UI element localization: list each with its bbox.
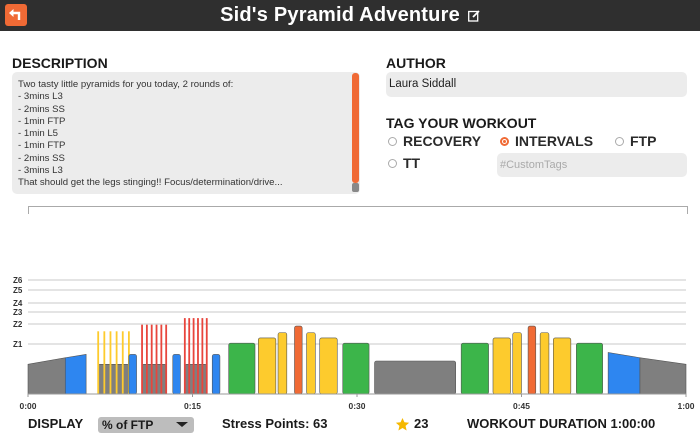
zone-label-z1: Z1 <box>13 340 23 349</box>
ramp-segment[interactable] <box>27 357 66 395</box>
zone-label-z4: Z4 <box>13 299 23 308</box>
display-dropdown[interactable]: % of FTP <box>98 417 194 433</box>
zone-label-z3: Z3 <box>13 308 23 317</box>
description-scrollbar-track[interactable] <box>352 183 359 192</box>
interval-bar[interactable] <box>460 342 489 395</box>
sprint-pulse <box>145 324 148 394</box>
ramp-segment[interactable] <box>639 357 687 395</box>
tag-label-recovery: RECOVERY <box>403 133 482 149</box>
sprint-pulse <box>183 318 186 394</box>
ramp-segment[interactable] <box>64 354 87 395</box>
sprint-pulse <box>121 331 124 394</box>
sprint-pulse <box>103 331 106 394</box>
title-bar <box>0 0 700 31</box>
tag-label-intervals: INTERVALS <box>515 133 594 149</box>
display-dropdown-value: % of FTP <box>102 418 154 432</box>
zone-label-z6: Z6 <box>13 276 23 285</box>
description-scrollbar-thumb[interactable] <box>352 73 359 183</box>
rating-count: 23 <box>414 416 429 431</box>
x-tick-label: 0:00 <box>19 401 36 411</box>
sprint-pulse <box>150 324 153 394</box>
zone-label-z2: Z2 <box>13 320 23 329</box>
interval-bar[interactable] <box>128 354 137 395</box>
custom-tags-input[interactable] <box>497 153 687 177</box>
sprint-pulse <box>141 324 143 394</box>
edit-icon[interactable] <box>467 9 480 22</box>
interval-bar[interactable] <box>211 354 221 395</box>
sprint-pulse <box>97 331 100 394</box>
sprint-pulse <box>201 318 204 394</box>
interval-bar[interactable] <box>319 337 338 395</box>
interval-bar[interactable] <box>172 354 181 395</box>
sprint-pulse <box>165 324 168 394</box>
zone-label-z5: Z5 <box>13 286 23 295</box>
x-tick-label: 1:00 <box>677 401 694 411</box>
radio-icon <box>388 136 397 146</box>
star-icon[interactable] <box>395 417 410 432</box>
interval-bar[interactable] <box>512 332 522 395</box>
sprint-pulse <box>192 318 195 394</box>
author-heading: AUTHOR <box>386 55 446 71</box>
interval-bar[interactable] <box>374 360 456 395</box>
chevron-down-icon <box>176 422 188 427</box>
display-label: DISPLAY <box>28 416 84 431</box>
interval-bar[interactable] <box>527 325 537 395</box>
x-tick-label: 0:30 <box>348 401 365 411</box>
author-field[interactable]: Laura Siddall <box>386 72 687 97</box>
tag-radio-ftp[interactable]: FTP <box>615 133 656 149</box>
sprint-pulse <box>155 324 158 394</box>
stress-points: Stress Points: 63 <box>222 416 328 431</box>
description-heading: DESCRIPTION <box>12 55 108 71</box>
sprint-pulse <box>188 318 191 394</box>
back-arrow-icon <box>9 9 21 20</box>
section-divider <box>28 206 688 214</box>
interval-bar[interactable] <box>141 364 167 395</box>
interval-bar[interactable] <box>228 342 256 395</box>
interval-bar[interactable] <box>553 337 572 395</box>
interval-bar[interactable] <box>342 342 370 395</box>
tag-radio-intervals[interactable]: INTERVALS <box>500 133 593 149</box>
x-tick-label: 0:15 <box>184 401 201 411</box>
interval-bar[interactable] <box>277 332 288 395</box>
description-textarea[interactable]: Two tasty little pyramids for you today,… <box>12 72 360 194</box>
interval-bar[interactable] <box>257 337 277 395</box>
sprint-pulse <box>109 331 112 394</box>
sprint-pulse <box>205 318 208 394</box>
radio-icon <box>388 158 397 168</box>
tag-label-tt: TT <box>403 155 421 171</box>
description-text: Two tasty little pyramids for you today,… <box>18 79 283 189</box>
x-tick-label: 0:45 <box>513 401 530 411</box>
tag-label-ftp: FTP <box>630 133 657 149</box>
interval-bar[interactable] <box>97 364 130 395</box>
sprint-pulse <box>197 318 199 394</box>
sprint-pulse <box>160 324 163 394</box>
workout-duration: WORKOUT DURATION 1:00:00 <box>467 416 656 431</box>
tags-heading: TAG YOUR WORKOUT <box>386 115 537 131</box>
interval-bar[interactable] <box>576 342 603 395</box>
radio-icon <box>615 136 624 146</box>
radio-selected-icon <box>500 136 509 146</box>
tag-radio-tt[interactable]: TT <box>388 155 420 171</box>
interval-bar[interactable] <box>294 325 303 395</box>
interval-bar[interactable] <box>539 332 550 395</box>
tag-radio-recovery[interactable]: RECOVERY <box>388 133 481 149</box>
sprint-pulse <box>115 331 118 394</box>
back-button[interactable] <box>5 4 27 26</box>
ramp-segment[interactable] <box>607 352 641 395</box>
interval-bar[interactable] <box>492 337 511 395</box>
interval-bar[interactable] <box>306 332 316 395</box>
interval-bar[interactable] <box>184 364 208 395</box>
